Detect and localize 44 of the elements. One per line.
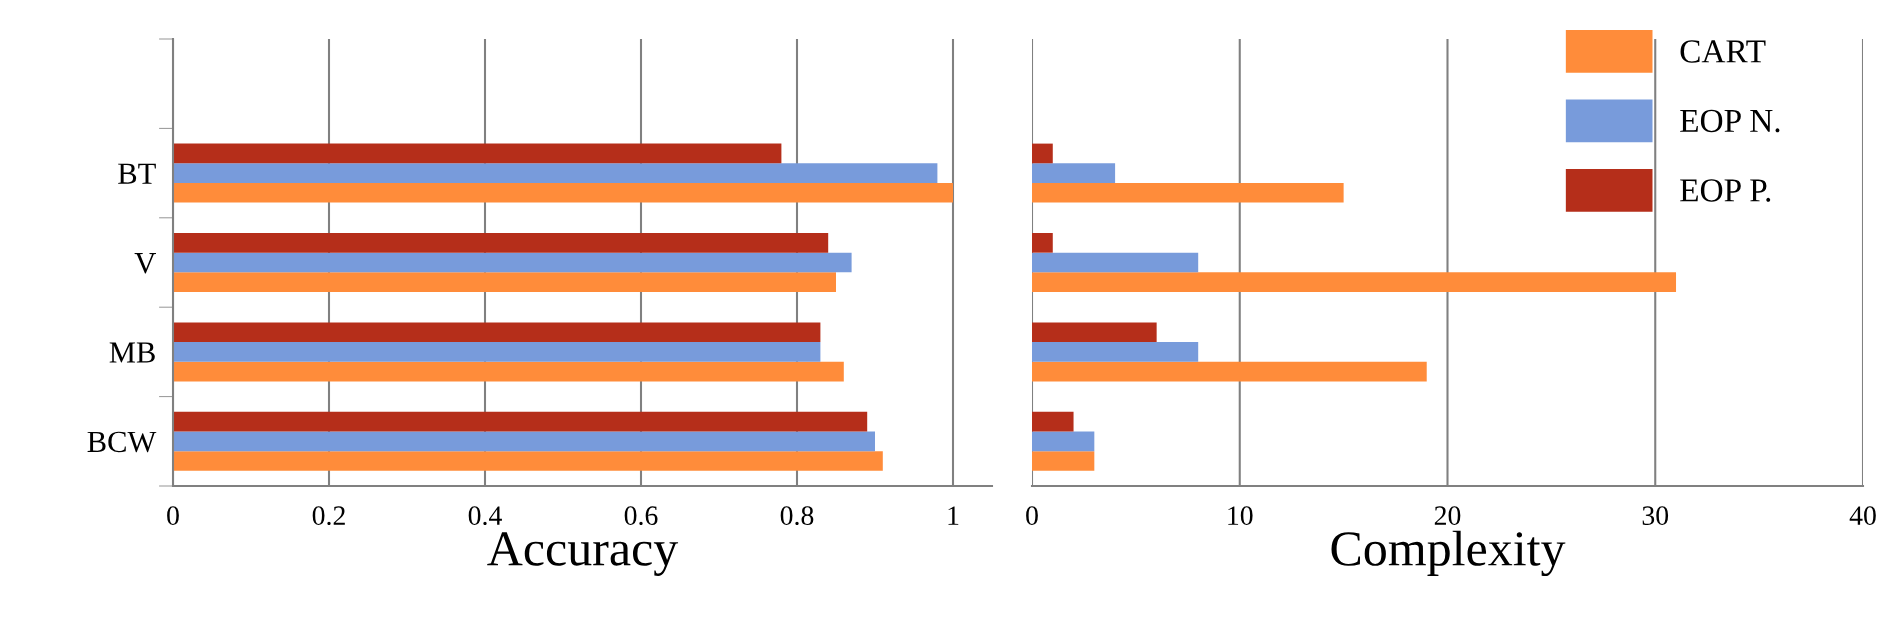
bar <box>1032 252 1199 273</box>
bar <box>173 342 821 362</box>
bar <box>1032 272 1677 292</box>
x-tick-label: 0 <box>1026 506 1038 525</box>
legend-label: EOP N. <box>1680 109 1780 133</box>
bar <box>173 431 875 452</box>
x-tick-label: 0.2 <box>312 506 345 526</box>
x-tick-label: 1 <box>948 506 959 525</box>
bar <box>1032 322 1157 343</box>
bar <box>173 163 938 183</box>
bar <box>173 411 868 432</box>
bar <box>1032 451 1095 471</box>
bar <box>1032 163 1116 183</box>
y-tick-label: V <box>134 253 156 274</box>
bar <box>1032 411 1074 432</box>
bar <box>1032 361 1427 382</box>
bar <box>173 322 821 343</box>
x-tick-label: 0.8 <box>780 506 814 526</box>
y-tick-label: BT <box>118 163 156 184</box>
bar <box>1032 431 1095 452</box>
bar <box>173 182 953 203</box>
bar <box>173 252 852 273</box>
x-tick-label: 40 <box>1849 506 1876 525</box>
x-tick-label: 0.4 <box>468 506 502 526</box>
bar <box>173 143 782 164</box>
x-axis-title: Complexity <box>1331 530 1566 577</box>
bar <box>173 451 883 471</box>
x-axis-title: Accuracy <box>487 532 679 576</box>
y-tick-label: MB <box>109 342 155 363</box>
x-tick-label: 10 <box>1228 506 1253 525</box>
bar <box>1032 182 1344 203</box>
bar <box>173 272 836 292</box>
x-tick-label: 0 <box>167 506 179 525</box>
bar <box>1032 233 1053 253</box>
bar <box>1032 143 1053 164</box>
legend-label: CART <box>1680 40 1766 63</box>
x-tick-label: 20 <box>1434 506 1461 525</box>
legend-label: EOP P. <box>1680 179 1771 202</box>
bar <box>1032 342 1199 362</box>
bar <box>173 361 844 382</box>
bar <box>173 233 829 253</box>
x-tick-label: 30 <box>1642 506 1669 525</box>
x-tick-label: 0.6 <box>624 506 658 526</box>
y-tick-label: BCW <box>87 431 157 453</box>
